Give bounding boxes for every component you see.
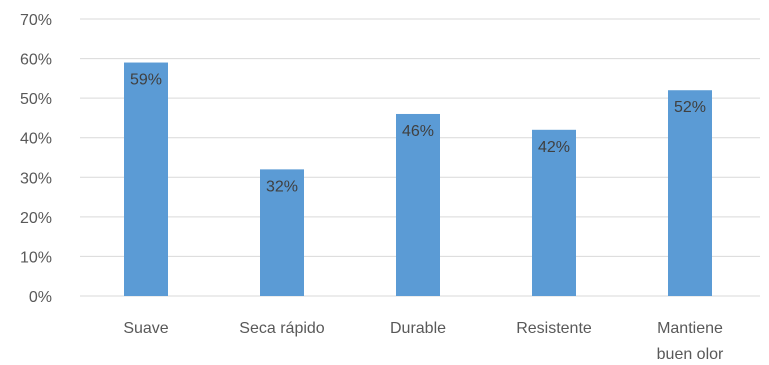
category-label-line: buen olor [657,346,724,363]
y-tick-label: 30% [20,170,52,187]
y-tick-label: 40% [20,131,52,148]
category-label: Mantiene buen olor [657,320,724,363]
bar [124,62,168,297]
data-label: 42% [538,139,570,156]
y-tick-label: 10% [20,249,52,266]
category-label-line: Seca rápido [239,320,324,337]
bar [396,113,440,296]
category-label: Durable [390,320,446,337]
data-label: 32% [266,178,298,195]
category-label: Resistente [516,320,592,337]
bar [260,169,304,296]
bar [532,129,576,296]
y-tick-label: 0% [29,289,52,306]
category-label: Seca rápido [239,320,324,337]
data-labels: 59% 32% 46% 42% 52% [130,72,706,196]
category-label-line: Mantiene [657,320,723,337]
category-label-line: Resistente [516,320,592,337]
data-label: 52% [674,99,706,116]
data-label: 46% [402,123,434,140]
y-tick-label: 60% [20,52,52,69]
category-label: Suave [123,320,168,337]
category-label-line: Durable [390,320,446,337]
y-tick-label: 20% [20,210,52,227]
bar [668,90,712,296]
bars [124,62,712,297]
y-tick-label: 50% [20,91,52,108]
x-axis: Suave Seca rápido Durable Resistente Mantien… [123,320,724,363]
y-tick-label: 70% [20,12,52,29]
y-axis: 0% 10% 20% 30% 40% 50% 60% 70% [20,12,52,306]
data-label: 59% [130,72,162,89]
category-label-line: Suave [123,320,168,337]
